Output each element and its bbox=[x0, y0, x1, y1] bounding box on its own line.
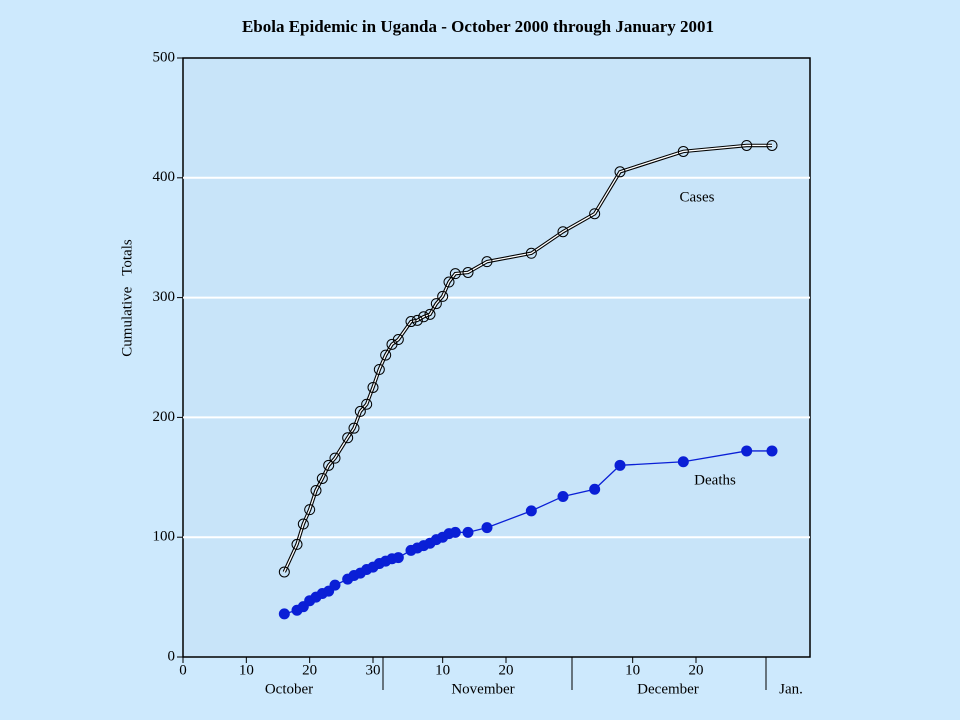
data-point bbox=[449, 268, 461, 280]
data-point bbox=[329, 452, 341, 464]
y-tick-label: 200 bbox=[153, 409, 176, 425]
data-point bbox=[589, 483, 601, 495]
data-point bbox=[380, 349, 392, 361]
y-tick-label: 400 bbox=[153, 169, 176, 185]
data-point bbox=[424, 308, 436, 320]
data-point bbox=[367, 381, 379, 393]
month-label: October bbox=[265, 681, 313, 697]
data-point bbox=[677, 145, 689, 157]
data-point bbox=[405, 316, 417, 328]
data-point bbox=[481, 256, 493, 268]
x-tick-label: 0 bbox=[179, 662, 187, 678]
data-point bbox=[437, 290, 449, 302]
x-tick-label: 20 bbox=[499, 662, 514, 678]
data-point bbox=[329, 579, 341, 591]
x-tick-label: 10 bbox=[435, 662, 450, 678]
data-point bbox=[430, 298, 442, 310]
data-point bbox=[278, 608, 290, 620]
data-point bbox=[392, 334, 404, 346]
y-tick-label: 500 bbox=[153, 49, 176, 65]
data-point bbox=[557, 226, 569, 238]
series-label: Cases bbox=[680, 189, 715, 205]
x-tick-label: 20 bbox=[302, 662, 317, 678]
data-point bbox=[766, 445, 778, 457]
data-point bbox=[481, 522, 493, 534]
y-tick-label: 0 bbox=[168, 648, 176, 664]
data-point bbox=[354, 405, 366, 417]
y-tick-label: 100 bbox=[153, 529, 176, 545]
plot-area bbox=[182, 57, 811, 658]
data-point bbox=[614, 459, 626, 471]
data-point bbox=[348, 422, 360, 434]
data-point bbox=[589, 208, 601, 220]
x-tick-label: 30 bbox=[366, 662, 381, 678]
data-point bbox=[310, 484, 322, 496]
data-point bbox=[411, 314, 423, 326]
data-point bbox=[373, 363, 385, 375]
data-point bbox=[677, 456, 689, 468]
data-point bbox=[741, 445, 753, 457]
month-label: Jan. bbox=[779, 681, 803, 697]
series bbox=[278, 445, 778, 620]
series-line bbox=[283, 144, 772, 573]
data-point bbox=[304, 504, 316, 516]
x-tick-label: 10 bbox=[625, 662, 640, 678]
data-point bbox=[418, 311, 430, 323]
data-point bbox=[449, 526, 461, 538]
month-separators bbox=[382, 657, 767, 690]
x-tick-label: 20 bbox=[689, 662, 704, 678]
data-point bbox=[361, 398, 373, 410]
data-point bbox=[278, 566, 290, 578]
data-point bbox=[392, 552, 404, 564]
y-tick-label: 300 bbox=[153, 289, 176, 305]
month-label: November bbox=[451, 681, 514, 697]
x-tick-label: 10 bbox=[239, 662, 254, 678]
data-point bbox=[297, 518, 309, 530]
data-point bbox=[525, 247, 537, 259]
data-point bbox=[614, 166, 626, 178]
data-point bbox=[462, 266, 474, 278]
data-point bbox=[741, 139, 753, 151]
month-label: December bbox=[637, 681, 699, 697]
data-point bbox=[342, 432, 354, 444]
data-point bbox=[291, 538, 303, 550]
data-point bbox=[557, 490, 569, 502]
series bbox=[278, 139, 778, 578]
y-axis-label: Cumulative Totals bbox=[119, 239, 135, 357]
data-point bbox=[525, 505, 537, 517]
data-point bbox=[443, 276, 455, 288]
data-point bbox=[316, 472, 328, 484]
data-point bbox=[323, 459, 335, 471]
data-point bbox=[462, 526, 474, 538]
chart-title: Ebola Epidemic in Uganda - October 2000 … bbox=[242, 17, 714, 36]
data-point bbox=[766, 139, 778, 151]
series-label: Deaths bbox=[694, 472, 736, 488]
